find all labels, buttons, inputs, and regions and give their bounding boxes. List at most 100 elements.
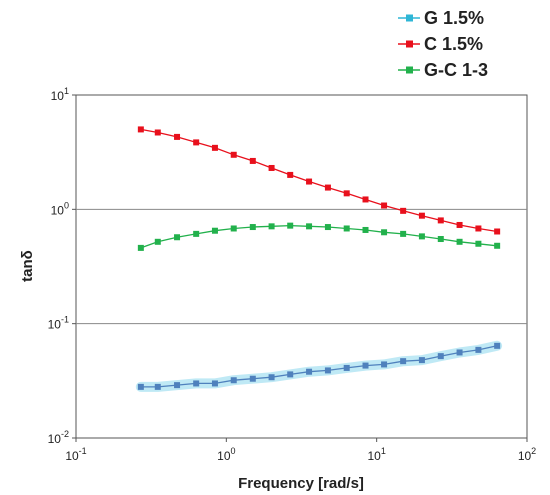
data-point [193, 380, 200, 387]
x-tick-label: 100 [217, 446, 235, 463]
plot-area [75, 94, 528, 439]
data-point [230, 377, 237, 384]
data-point [362, 362, 369, 369]
legend-label: C 1.5% [424, 34, 483, 54]
data-point [324, 184, 331, 191]
series-markers [137, 126, 501, 390]
data-point [268, 223, 275, 230]
data-point [400, 230, 407, 237]
legend-label: G 1.5% [424, 8, 484, 28]
series-lines [140, 128, 498, 388]
data-point [494, 342, 501, 349]
tick-exponent: 1 [381, 446, 386, 456]
data-point [494, 242, 501, 249]
data-point [306, 368, 313, 375]
legend-label: G-C 1-3 [424, 60, 488, 80]
data-point [343, 190, 350, 197]
tick-base: 10 [48, 318, 62, 332]
data-point [193, 139, 200, 146]
tick-base: 10 [51, 203, 65, 217]
data-point [211, 144, 218, 151]
legend-marker [406, 14, 413, 22]
data-point [381, 229, 388, 236]
data-point [418, 212, 425, 219]
data-point [437, 353, 444, 360]
y-tick-label: 101 [51, 86, 69, 103]
tick-base: 10 [51, 89, 65, 103]
x-tick-labels: 10-1 100 101 102 [65, 438, 536, 463]
data-point [174, 133, 181, 140]
data-point [137, 244, 144, 251]
x-tick-label: 102 [518, 446, 536, 463]
tick-exponent: 2 [531, 446, 536, 456]
data-point [287, 371, 294, 378]
data-point [249, 224, 256, 231]
data-point [287, 171, 294, 178]
data-point [324, 224, 331, 231]
data-point [418, 357, 425, 364]
data-point [230, 151, 237, 158]
tick-exponent: -2 [61, 429, 69, 439]
x-tick-label: 101 [367, 446, 385, 463]
data-point [437, 217, 444, 224]
data-point [154, 238, 161, 245]
data-point [174, 382, 181, 389]
data-point [456, 221, 463, 228]
data-point [343, 225, 350, 232]
data-point [381, 202, 388, 209]
tick-base: 10 [518, 449, 532, 463]
data-point [211, 227, 218, 234]
data-point [306, 178, 313, 185]
data-point [437, 236, 444, 243]
data-point [137, 383, 144, 390]
y-tick-label: 10-2 [48, 429, 69, 446]
legend-marker [406, 40, 413, 48]
data-point [400, 207, 407, 214]
tick-base: 10 [48, 432, 62, 446]
data-point [362, 226, 369, 233]
series-line-3 [140, 224, 498, 249]
data-point [475, 225, 482, 232]
data-point [230, 225, 237, 232]
data-point [154, 383, 161, 390]
data-point [362, 196, 369, 203]
data-point [306, 223, 313, 230]
gridlines [76, 208, 527, 325]
legend-marker [406, 66, 413, 74]
tick-base: 10 [65, 449, 79, 463]
data-point [418, 233, 425, 240]
y-axis-label: tanδ [19, 250, 36, 282]
legend: G 1.5% C 1.5% G-C 1-3 [398, 8, 488, 80]
series-line-2 [140, 128, 498, 233]
tick-base: 10 [217, 449, 231, 463]
data-point [381, 361, 388, 368]
data-point [475, 346, 482, 353]
x-axis-label: Frequency [rad/s] [238, 475, 364, 492]
tick-base: 10 [367, 449, 381, 463]
data-point [475, 240, 482, 247]
y-tick-label: 100 [51, 200, 69, 217]
data-point [174, 234, 181, 241]
data-point [268, 164, 275, 171]
x-tick-label: 10-1 [65, 446, 86, 463]
data-point [324, 367, 331, 374]
y-tick-label: 10-1 [48, 315, 69, 332]
tick-exponent: 0 [64, 200, 69, 210]
data-point [456, 238, 463, 245]
data-point [137, 126, 144, 133]
tick-exponent: 1 [64, 86, 69, 96]
data-point [154, 129, 161, 136]
data-point [343, 364, 350, 371]
series-line-1 [140, 345, 498, 388]
tick-exponent: -1 [61, 315, 69, 325]
tick-exponent: -1 [79, 446, 87, 456]
data-point [287, 222, 294, 229]
data-point [268, 374, 275, 381]
data-point [211, 380, 218, 387]
data-point [193, 230, 200, 237]
data-point [249, 375, 256, 382]
data-point [400, 358, 407, 365]
data-point [456, 349, 463, 356]
